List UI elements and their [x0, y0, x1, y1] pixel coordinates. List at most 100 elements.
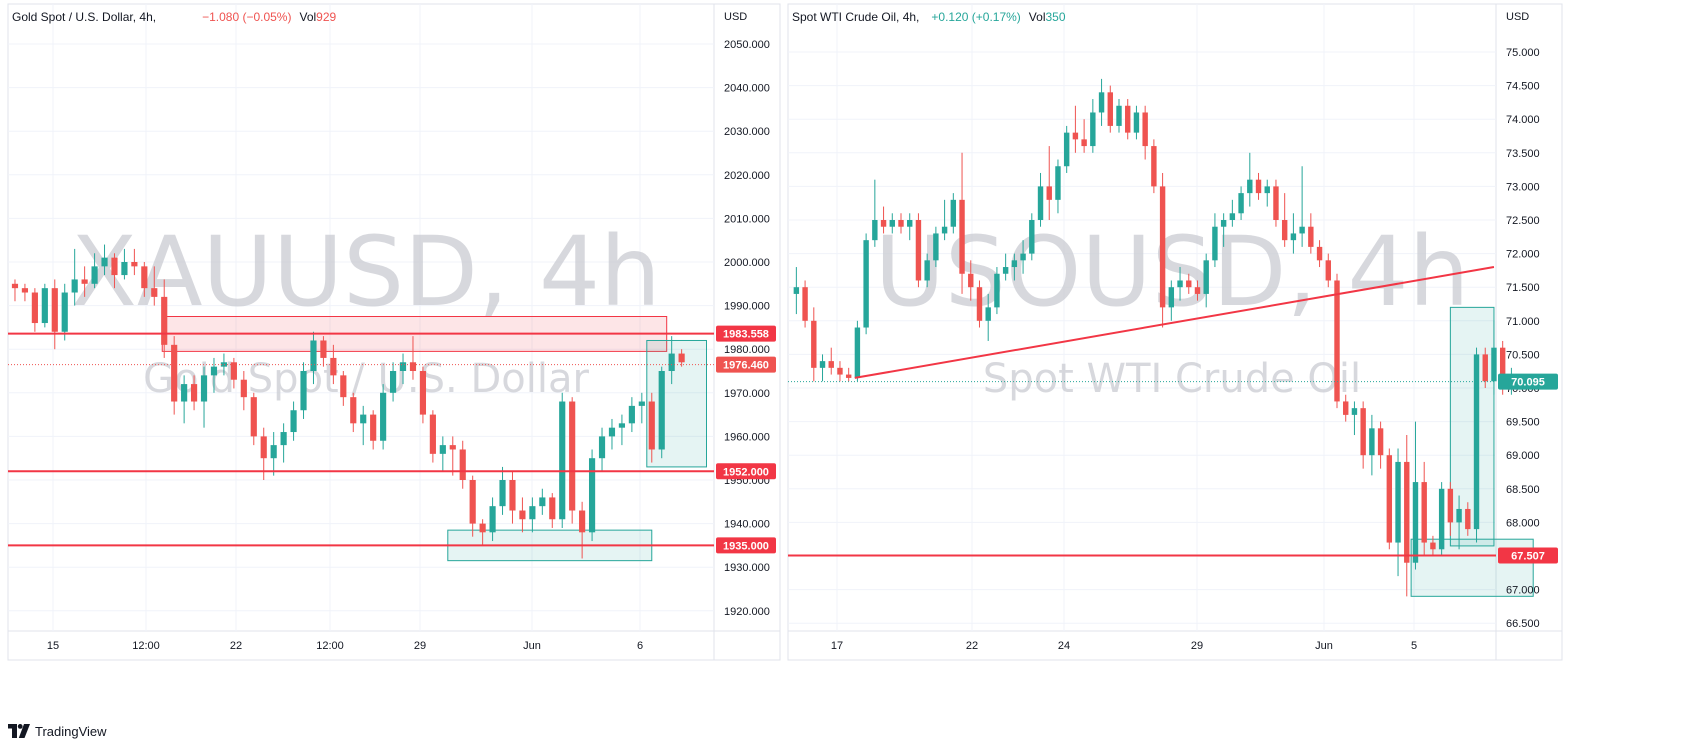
gold-candle	[200, 366, 208, 428]
gold-price-badge-bg	[716, 356, 776, 373]
oil-candle	[1465, 502, 1471, 536]
gold-candle-body	[181, 384, 188, 402]
oil-candle	[1255, 172, 1262, 200]
gold-candle	[190, 375, 198, 411]
oil-candle-body	[872, 220, 878, 241]
oil-candle	[1238, 186, 1244, 220]
oil-time-tick-label: 29	[1191, 640, 1203, 652]
oil-legend[interactable]: Spot WTI Crude Oil, 4h, +0.120 (+0.17%) Vo…	[792, 10, 1066, 24]
oil-candle-body	[976, 287, 983, 321]
oil-candle	[802, 280, 808, 328]
gold-candle	[310, 331, 317, 385]
oil-candle-body	[1377, 428, 1384, 456]
oil-candle	[819, 354, 826, 382]
gold-zone-green[interactable]	[646, 339, 707, 468]
oil-candle-body	[968, 273, 974, 288]
oil-price-tick-label: 69.000	[1506, 450, 1540, 462]
oil-candle-body	[854, 327, 861, 378]
gold-candle-body	[678, 353, 685, 363]
gold-price-badge-bg	[716, 537, 776, 554]
oil-candle	[985, 293, 991, 341]
oil-price-tick-label: 72.000	[1506, 249, 1540, 261]
oil-candle	[1168, 280, 1175, 321]
gold-grid	[8, 4, 714, 631]
oil-candle-body	[1055, 166, 1061, 200]
oil-candle	[1369, 414, 1375, 476]
gold-panel-border	[7, 3, 781, 661]
gold-time-axis[interactable]: 15 12:00 22 12:00 29 Jun 6	[47, 640, 643, 652]
gold-candle	[598, 427, 606, 472]
gold-price-badge-text: 1976.460	[723, 360, 769, 372]
oil-candle	[793, 267, 800, 315]
gold-candle	[81, 266, 88, 297]
oil-candle-body	[1482, 354, 1488, 382]
oil-price-badge: 70.095	[1498, 373, 1558, 390]
oil-candle	[880, 206, 887, 234]
gold-candle	[280, 423, 287, 463]
oil-zone-green[interactable]	[1449, 306, 1495, 547]
gold-chart-panel[interactable]: XAUUSD, 4h Gold Spot / U.S. Dollar USD 2050…	[7, 3, 781, 661]
oil-candle	[863, 233, 869, 335]
gold-candle	[439, 436, 446, 472]
gold-candle-body	[579, 510, 586, 533]
oil-candle	[1281, 193, 1288, 247]
oil-panel-border	[787, 3, 1563, 661]
oil-candle	[1473, 347, 1480, 543]
oil-chart-panel[interactable]: USOUSD, 4h Spot WTI Crude Oil USD 75.000 74.…	[787, 3, 1563, 661]
oil-candle-body	[1238, 193, 1244, 214]
gold-price-badge-bg	[716, 325, 776, 342]
gold-price-badge: 1983.558	[716, 325, 776, 342]
gold-candle	[181, 375, 188, 424]
gold-candle	[499, 466, 506, 515]
oil-candle-body	[1334, 280, 1340, 402]
oil-trendline[interactable]	[854, 266, 1495, 379]
oil-candle	[1177, 267, 1183, 301]
gold-price-tick-label: 1980.000	[724, 344, 770, 356]
gold-candle	[489, 497, 496, 542]
oil-candle	[959, 152, 965, 294]
gold-candle	[220, 353, 228, 376]
gold-candle	[91, 253, 98, 289]
gold-candle	[419, 366, 427, 424]
oil-candle	[889, 213, 895, 234]
oil-candle-body	[1168, 287, 1175, 308]
oil-candle	[976, 280, 983, 328]
oil-candle	[1125, 99, 1131, 140]
oil-candle	[1220, 213, 1227, 247]
oil-price-tick-label: 68.000	[1506, 517, 1540, 529]
oil-candle-body	[1203, 260, 1209, 294]
gold-price-axis[interactable]: USD 2050.000 2040.000 2030.000 2020.000 2010.…	[716, 11, 776, 618]
gold-candle	[579, 501, 586, 559]
tradingview-brand[interactable]: TradingView	[8, 720, 107, 742]
oil-candle	[1351, 401, 1358, 436]
oil-candle	[1334, 273, 1340, 409]
gold-levels	[8, 332, 714, 547]
oil-time-axis[interactable]: 17 22 24 29 Jun 5	[831, 640, 1417, 652]
gold-candle-body	[260, 436, 267, 459]
oil-price-axis[interactable]: USD 75.000 74.500 74.000 73.500 73.000 72.500 7…	[1498, 11, 1558, 630]
oil-price-badge-bg	[1498, 547, 1558, 564]
gold-time-tick-label: 6	[637, 640, 643, 652]
gold-candle-body	[489, 506, 496, 533]
oil-candle	[1020, 240, 1026, 274]
gold-candle-body	[310, 340, 317, 371]
gold-legend[interactable]: Gold Spot / U.S. Dollar, 4h, −1.080 (−0.0…	[12, 10, 337, 24]
gold-candle-body	[31, 292, 38, 324]
gold-candle-body	[320, 340, 327, 358]
oil-candle	[1247, 152, 1253, 207]
gold-candle-body	[21, 288, 29, 293]
oil-candle-body	[1229, 213, 1236, 220]
oil-candle	[1447, 482, 1454, 536]
oil-watermark-symbol: USOUSD, 4h	[875, 216, 1470, 328]
gold-price-tick-label: 2010.000	[724, 213, 770, 225]
gold-price-badge: 1935.000	[716, 537, 776, 554]
oil-candle-body	[933, 233, 939, 261]
gold-price-tick-label: 2020.000	[724, 170, 770, 182]
gold-candle	[240, 371, 247, 411]
oil-candle-body	[1194, 287, 1201, 294]
oil-candle-body	[1063, 132, 1070, 167]
oil-candle-body	[1220, 220, 1227, 227]
oil-candle-body	[898, 220, 904, 227]
tradingview-logo-icon	[8, 724, 30, 738]
oil-candle	[933, 226, 939, 268]
